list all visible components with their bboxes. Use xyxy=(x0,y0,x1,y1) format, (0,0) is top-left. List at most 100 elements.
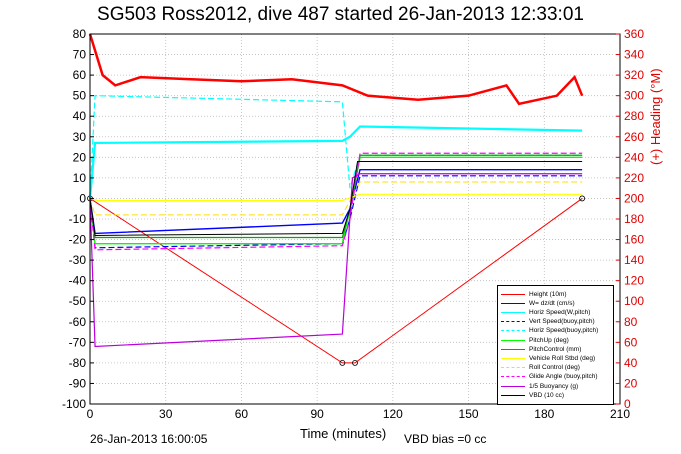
legend-swatch xyxy=(501,293,525,295)
y-tick-label-right: 180 xyxy=(624,212,644,226)
y-tick-label: 30 xyxy=(73,130,87,144)
heading-series xyxy=(88,33,584,106)
legend-swatch xyxy=(501,330,525,332)
legend-swatch xyxy=(501,339,525,341)
y-tick-label-right: 80 xyxy=(624,315,638,329)
legend-swatch xyxy=(501,367,525,369)
x-tick-label: 0 xyxy=(87,407,94,421)
y-tick-label-right: 320 xyxy=(624,68,644,82)
legend-label: W= dz/dt (cm/s) xyxy=(529,299,575,307)
series-line xyxy=(89,154,583,239)
y-tick-label: 20 xyxy=(73,150,87,164)
y-tick-label: -20 xyxy=(69,233,87,247)
y-tick-label-right: 220 xyxy=(624,171,644,185)
y-tick-label: 10 xyxy=(73,171,87,185)
legend-entry: Height (10m) xyxy=(498,290,567,298)
y-tick-label: 40 xyxy=(73,109,87,123)
x-tick-label: 30 xyxy=(159,407,173,421)
legend-entry: Horiz Speed(W,pitch) xyxy=(498,308,590,316)
legend-entry: Roll Control (deg) xyxy=(498,364,580,372)
chart-title: SG503 Ross2012, dive 487 started 26-Jan-… xyxy=(97,4,584,25)
x-tick-label: 120 xyxy=(383,407,403,421)
footer-vbd-bias: VBD bias =0 cc xyxy=(404,432,487,446)
legend-entry: VBD (10 cc) xyxy=(498,391,564,399)
y-tick-label-right: 240 xyxy=(624,150,644,164)
legend-label: Vert Speed(buoy,pitch) xyxy=(529,318,595,326)
y-tick-label: -50 xyxy=(69,294,87,308)
series-line xyxy=(89,193,583,202)
y-tick-label: -30 xyxy=(69,253,87,267)
y-tick-label: 70 xyxy=(73,48,87,62)
y-ticks: 80 70 60 50 40 30 20 10 0 -10 -20 -30 -40 -50 -60 -70 -8… xyxy=(62,27,94,411)
legend-entry: PitchControl (mm) xyxy=(498,345,581,353)
legend-entry: Vehicle Roll Stbd (deg) xyxy=(498,354,595,362)
legend-label: PitchUp (deg) xyxy=(529,336,569,344)
x-axis-label: Time (minutes) xyxy=(300,426,387,441)
legend-entry: Glide Angle (buoy,pitch) xyxy=(498,373,598,381)
y-tick-label-right: 280 xyxy=(624,109,644,123)
y-tick-label-right: 200 xyxy=(624,191,644,205)
series-group xyxy=(87,95,586,366)
y-tick-label-right: 260 xyxy=(624,130,644,144)
y-tick-label: 80 xyxy=(73,27,87,41)
y-tick-label: -40 xyxy=(69,274,87,288)
y-tick-label-right: 120 xyxy=(624,274,644,288)
y-tick-label-right: 40 xyxy=(624,356,638,370)
legend-swatch xyxy=(501,357,525,359)
y-tick-label: -100 xyxy=(62,397,86,411)
legend-entry: PitchUp (deg) xyxy=(498,336,569,344)
legend-label: Roll Control (deg) xyxy=(529,364,580,372)
height-marker xyxy=(339,359,346,366)
series-line xyxy=(89,198,583,364)
series-line xyxy=(89,173,583,348)
y-tick-label-right: 100 xyxy=(624,294,644,308)
y-tick-label-right: 140 xyxy=(624,253,644,267)
y-tick-label: 0 xyxy=(79,191,86,205)
y-tick-label: 60 xyxy=(73,68,87,82)
legend-label: Vehicle Roll Stbd (deg) xyxy=(529,354,596,362)
y-tick-label: -10 xyxy=(69,212,87,226)
y-tick-label-right: 60 xyxy=(624,335,638,349)
legend-label: Horiz Speed(W,pitch) xyxy=(529,308,591,316)
y-tick-label: -90 xyxy=(69,376,87,390)
y-tick-label: 50 xyxy=(73,89,87,103)
legend-label: Glide Angle (buoy,pitch) xyxy=(529,373,598,381)
x-tick-label: 60 xyxy=(235,407,249,421)
series-line xyxy=(89,95,583,199)
x-tick-label: 90 xyxy=(310,407,324,421)
legend-entry: Horiz Speed(buoy,pitch) xyxy=(498,327,598,335)
legend-entry: 1/5 Buoyancy (g) xyxy=(498,382,578,390)
legend-swatch xyxy=(501,376,525,378)
series-line xyxy=(89,168,583,235)
series-line xyxy=(89,181,583,216)
legend-label: VBD (10 cc) xyxy=(529,391,565,399)
y-tick-label-right: 300 xyxy=(624,89,644,103)
legend-label: PitchControl (mm) xyxy=(529,345,582,353)
height-marker xyxy=(352,359,358,366)
y-tick-label-right: 20 xyxy=(624,376,638,390)
legend-label: Horiz Speed(buoy,pitch) xyxy=(529,327,599,335)
y-axis-label-right: (+) Heading (°M) xyxy=(648,68,663,165)
legend-swatch xyxy=(501,321,525,323)
legend-label: Height (10m) xyxy=(529,290,567,298)
y-tick-label-right: 360 xyxy=(624,27,644,41)
y-tick-label-right: 160 xyxy=(624,233,644,247)
legend: Height (10m) W= dz/dt (cm/s) Horiz Speed(W… xyxy=(497,285,614,405)
legend-swatch xyxy=(501,311,525,313)
footer-timestamp: 26-Jan-2013 16:00:05 xyxy=(90,432,208,446)
legend-swatch xyxy=(501,302,525,304)
x-tick-label: 150 xyxy=(459,407,479,421)
legend-swatch xyxy=(501,348,525,350)
y-tick-label: -60 xyxy=(69,315,87,329)
x-tick-label: 180 xyxy=(534,407,554,421)
legend-entry: W= dz/dt (cm/s) xyxy=(498,299,575,307)
y-tick-label: -70 xyxy=(69,335,87,349)
series-line xyxy=(88,125,583,199)
x-tick-label: 210 xyxy=(610,407,630,421)
y-tick-label-right: 0 xyxy=(624,397,631,411)
legend-swatch xyxy=(501,394,525,396)
series-line xyxy=(89,160,583,236)
height-marker xyxy=(579,195,586,202)
x-ticks: 0 30 60 90 120 150 180 210 xyxy=(87,407,631,421)
y-tick-label: -80 xyxy=(69,356,87,370)
